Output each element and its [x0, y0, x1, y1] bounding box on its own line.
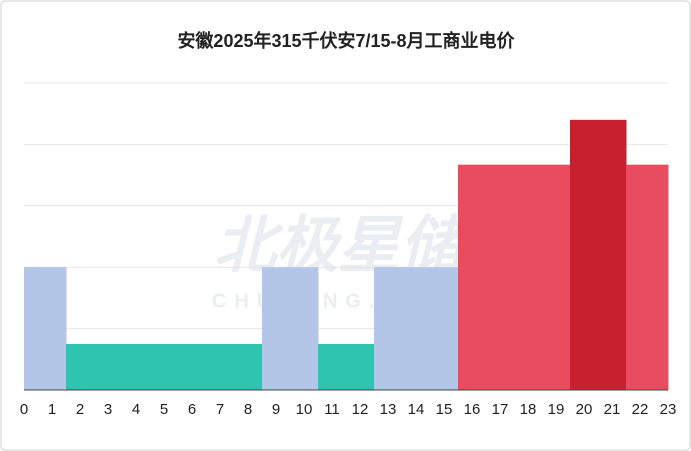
bar [178, 343, 207, 390]
x-tick-label: 8 [244, 401, 252, 418]
bar [290, 267, 319, 390]
x-tick-label: 1 [48, 401, 56, 418]
x-tick-label: 4 [132, 401, 140, 418]
bar [486, 164, 515, 390]
bar [234, 343, 263, 390]
x-tick-label: 2 [76, 401, 84, 418]
bar [94, 343, 123, 390]
x-tick-label: 20 [576, 401, 593, 418]
bar [38, 267, 67, 390]
x-tick-label: 3 [104, 401, 112, 418]
x-tick-label: 23 [660, 401, 677, 418]
bar [458, 164, 487, 390]
bar [206, 343, 235, 390]
bar [66, 343, 95, 390]
x-tick-label: 9 [272, 401, 280, 418]
bar [542, 164, 571, 390]
bar [122, 343, 151, 390]
x-tick-label: 22 [632, 401, 649, 418]
x-tick-label: 7 [216, 401, 224, 418]
x-tick-label: 12 [352, 401, 369, 418]
x-tick-label: 21 [604, 401, 621, 418]
bar [262, 267, 291, 390]
bar [626, 164, 655, 390]
x-tick-label: 15 [436, 401, 453, 418]
x-tick-label: 18 [520, 401, 537, 418]
x-tick-label: 6 [188, 401, 196, 418]
x-tick-label: 19 [548, 401, 565, 418]
bar [654, 164, 669, 390]
bar [570, 119, 599, 390]
x-tick-label: 11 [324, 401, 340, 418]
bar [402, 267, 431, 390]
bar [24, 267, 39, 390]
bar [430, 267, 459, 390]
bar [150, 343, 179, 390]
bar [346, 343, 375, 390]
bar [598, 119, 627, 390]
x-tick-label: 17 [492, 401, 509, 418]
bar [318, 343, 347, 390]
x-tick-label: 13 [380, 401, 397, 418]
x-tick-label: 10 [296, 401, 313, 418]
x-tick-label: 16 [464, 401, 481, 418]
x-tick-label: 14 [408, 401, 425, 418]
bar [514, 164, 543, 390]
x-tick-label: 0 [20, 401, 28, 418]
x-tick-label: 5 [160, 401, 168, 418]
chart-title: 安徽2025年315千伏安7/15-8月工商业电价 [177, 30, 515, 51]
bar [374, 267, 403, 390]
